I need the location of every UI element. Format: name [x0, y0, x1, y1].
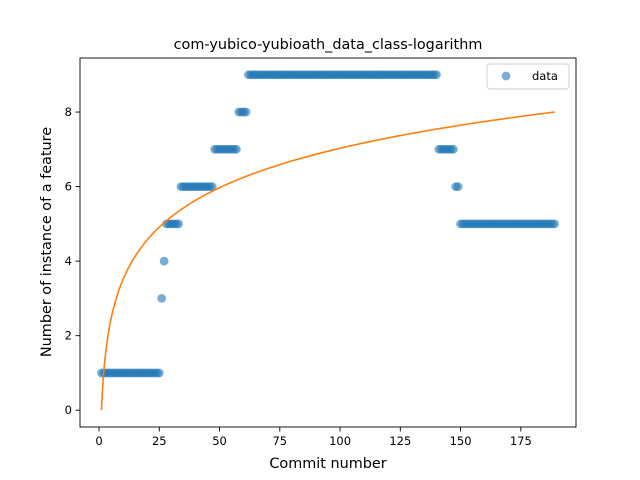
data-point: [157, 294, 166, 303]
x-tick-label: 50: [212, 434, 227, 448]
y-tick-label: 8: [65, 105, 72, 119]
legend-label: data: [532, 69, 558, 83]
x-tick-label: 125: [389, 434, 411, 448]
x-axis-label: Commit number: [269, 456, 386, 472]
data-point: [155, 369, 164, 378]
x-tick-label: 0: [95, 434, 102, 448]
data-point: [432, 70, 441, 79]
x-tick-label: 100: [329, 434, 351, 448]
chart-title: com-yubico-yubioath_data_class-logarithm: [174, 37, 483, 53]
data-point: [232, 145, 241, 154]
y-tick-label: 0: [65, 403, 72, 417]
data-point: [160, 257, 169, 266]
data-point: [449, 145, 458, 154]
x-tick-label: 75: [272, 434, 287, 448]
data-point: [242, 108, 251, 117]
data-point: [174, 219, 183, 228]
x-tick-label: 150: [450, 434, 472, 448]
x-tick-label: 175: [510, 434, 532, 448]
data-point: [454, 182, 463, 191]
x-tick-label: 25: [152, 434, 167, 448]
y-tick-label: 2: [65, 329, 72, 343]
y-tick-label: 6: [65, 180, 72, 194]
legend: data: [487, 64, 569, 89]
data-point: [550, 219, 559, 228]
legend-marker: [502, 72, 511, 81]
y-tick-label: 4: [65, 254, 72, 268]
y-axis-label: Number of instance of a feature: [39, 127, 55, 357]
